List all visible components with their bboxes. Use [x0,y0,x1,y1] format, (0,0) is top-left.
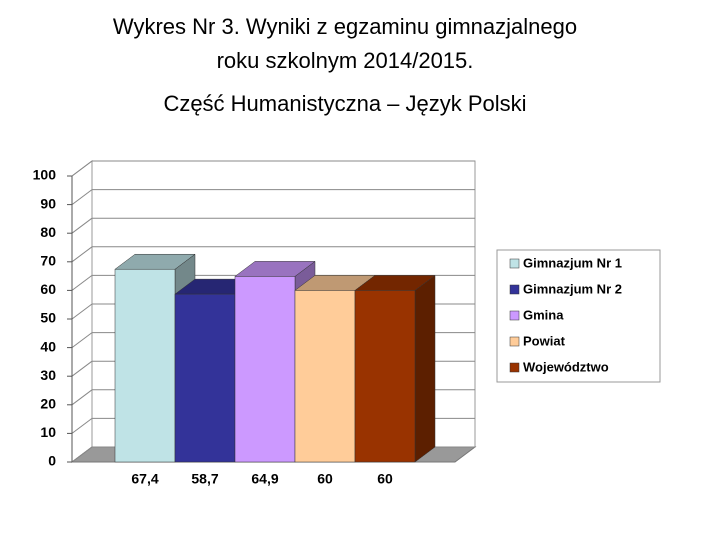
value-label: 67,4 [131,471,158,487]
legend-label: Województwo [523,359,609,374]
y-tick-label: 0 [48,453,56,469]
bar-front [354,290,416,463]
y-tick-label: 50 [40,310,56,326]
legend-label: Gmina [523,307,564,322]
grid-line [71,246,93,263]
value-label: 60 [377,471,393,487]
grid-line [71,446,93,463]
legend-swatch [509,258,520,269]
value-label: 60 [317,471,333,487]
y-tick-label: 10 [40,424,56,440]
bar-front [114,268,176,463]
legend-swatch [509,310,520,321]
y-tick-label: 70 [40,253,56,269]
grid-line [71,160,93,177]
value-label: 64,9 [251,471,278,487]
bar [354,274,436,463]
grid-line [71,332,93,349]
bar-front [174,293,236,463]
grid-line [71,189,93,206]
value-label: 58,7 [191,471,218,487]
y-tick-label: 20 [40,396,56,412]
grid-line [71,217,93,234]
y-tick-label: 30 [40,367,56,383]
bar-side [414,274,436,463]
y-tick-label: 60 [40,281,56,297]
legend-label: Gimnazjum Nr 1 [523,255,622,270]
grid-line [71,360,93,377]
bar-front [294,290,356,463]
legend-swatch [509,336,520,347]
grid-line [71,417,93,434]
legend-box [496,249,661,383]
grid-line [71,389,93,406]
legend-label: Gimnazjum Nr 2 [523,281,622,296]
legend-swatch [509,284,520,295]
chart-subtitle: Część Humanistyczna – Język Polski [163,91,526,116]
grid-line [71,303,93,320]
y-tick-label: 100 [33,167,57,183]
y-tick-label: 90 [40,195,56,211]
y-tick-label: 40 [40,338,56,354]
chart-title: Wykres Nr 3. Wyniki z egzaminu gimnazjal… [113,14,577,73]
bar-front [234,276,296,463]
legend-swatch [509,362,520,373]
grid-line [71,274,93,291]
y-tick-label: 80 [40,224,56,240]
legend-label: Powiat [523,333,566,348]
